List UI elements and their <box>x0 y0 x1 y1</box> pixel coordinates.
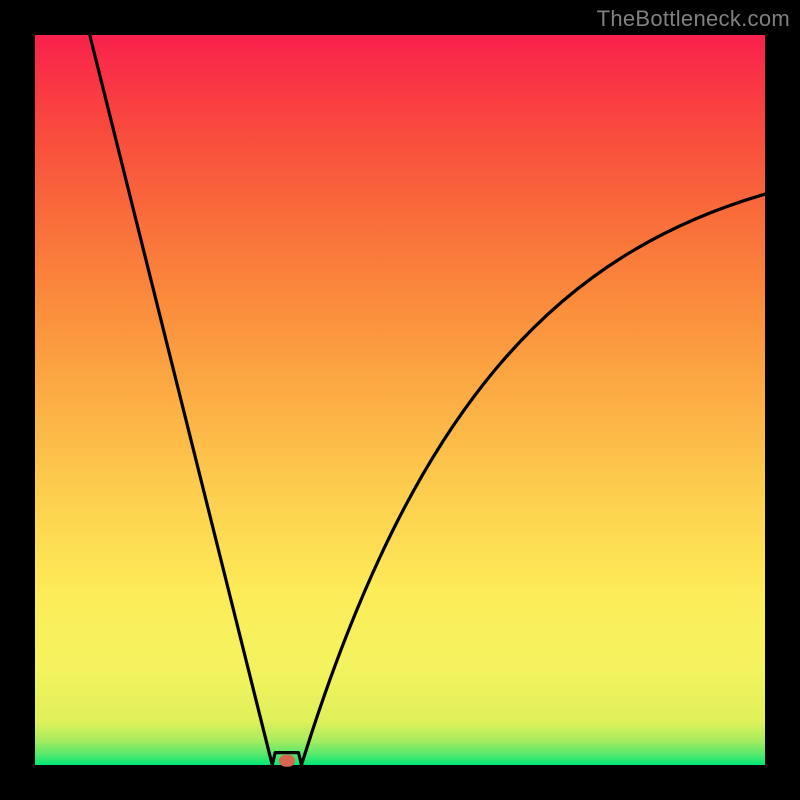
minimum-marker <box>279 754 295 766</box>
watermark-text: TheBottleneck.com <box>597 6 790 32</box>
bottleneck-curve <box>90 35 765 765</box>
curve-layer <box>35 35 765 765</box>
chart-container: TheBottleneck.com <box>0 0 800 800</box>
plot-area <box>35 35 765 765</box>
